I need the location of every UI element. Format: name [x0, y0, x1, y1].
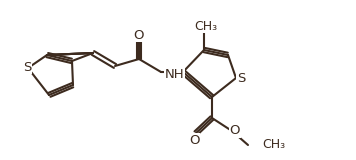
Text: NH: NH — [165, 68, 185, 80]
Text: CH₃: CH₃ — [194, 20, 218, 32]
Text: S: S — [237, 72, 245, 84]
Text: S: S — [23, 60, 31, 73]
Text: O: O — [189, 133, 199, 147]
Text: CH₃: CH₃ — [262, 139, 285, 152]
Text: O: O — [134, 28, 144, 41]
Text: O: O — [230, 124, 240, 137]
